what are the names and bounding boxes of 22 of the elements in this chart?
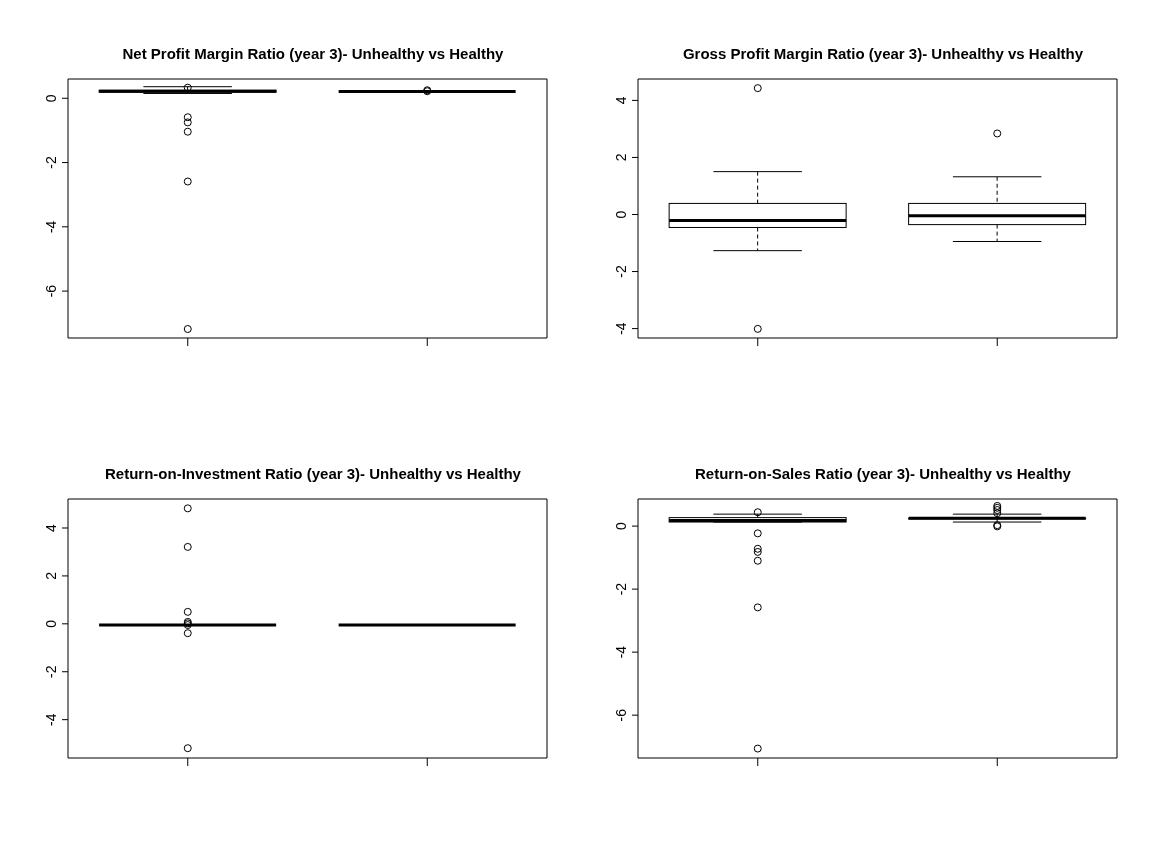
y-tick-label: 0: [613, 210, 629, 219]
y-tick-label: 2: [43, 571, 59, 580]
y-tick-label: -2: [43, 156, 59, 169]
y-tick-label: -2: [613, 582, 629, 596]
y-tick-label: 0: [43, 94, 59, 103]
chart-title: Net Profit Margin Ratio (year 3)- Unhealthy vs Healthy: [121, 44, 505, 64]
y-tick-label: -2: [613, 265, 629, 278]
chart-title: Gross Profit Margin Ratio (year 3)- Unhealthy vs Healthy: [681, 44, 1085, 64]
chart-title: Return-on-Investment Ratio (year 3)- Unhealthy vs Healthy: [104, 464, 522, 484]
y-tick-label: 0: [43, 619, 59, 628]
y-tick-label: -6: [613, 708, 629, 722]
y-tick-label: -6: [43, 284, 59, 298]
y-tick-label: 2: [613, 153, 629, 162]
y-tick-label: -4: [43, 220, 59, 234]
y-tick-label: -4: [613, 645, 629, 659]
y-tick-label: -2: [43, 665, 59, 678]
y-tick-label: -4: [613, 322, 629, 335]
chart-title: Return-on-Sales Ratio (year 3)- Unhealthy vs Healthy: [694, 464, 1072, 484]
y-tick-label: 4: [43, 523, 59, 532]
y-tick-label: 0: [613, 522, 629, 530]
y-tick-label: 4: [613, 96, 629, 105]
y-tick-label: -4: [43, 713, 59, 726]
